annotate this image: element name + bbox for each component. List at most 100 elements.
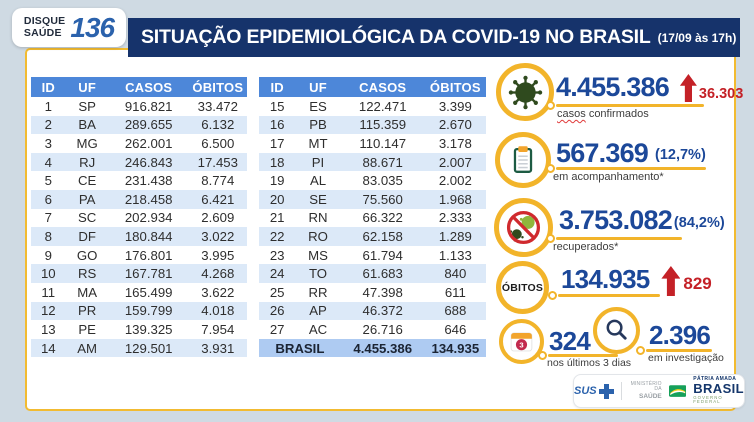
table-cell: GO [76, 247, 98, 263]
table-cell: 9 [44, 247, 52, 263]
table-cell: AC [308, 321, 328, 337]
table-cell: 4.018 [201, 303, 235, 319]
total-label: BRASIL [275, 340, 325, 356]
table-row: 27 AC 26.716 646 [259, 320, 486, 339]
table-cell: RR [308, 284, 328, 300]
table-cell: 47.398 [362, 284, 403, 300]
table-cell: CE [77, 173, 97, 189]
title-timestamp: (17/09 às 17h) [657, 30, 737, 45]
confirmed-delta: 36.303 [698, 86, 744, 102]
recovered-value: 3.753.082 [559, 205, 673, 235]
table-cell: 1.968 [438, 191, 472, 207]
patria-sub: GOVERNO FEDERAL [693, 394, 723, 405]
investigation-value: 2.396 [649, 320, 711, 350]
monitoring-percent: (12,7%) [655, 147, 706, 163]
table-cell: 3.178 [438, 135, 472, 151]
col-id: ID [270, 79, 284, 95]
stat-investigation: 2.396 [649, 320, 711, 350]
underline [636, 346, 712, 354]
table-cell: 2.609 [201, 210, 235, 226]
table-cell: 17 [269, 135, 285, 151]
table-cell: RO [308, 228, 328, 244]
table-row: 17 MT 110.147 3.178 [259, 134, 486, 153]
table-row: 21 RN 66.322 2.333 [259, 208, 486, 228]
table-cell: 218.458 [124, 191, 173, 207]
hotline-number: 136 [70, 11, 115, 43]
table-cell: 19 [269, 173, 285, 189]
table-cell: 33.472 [197, 98, 238, 114]
table-cell: RS [77, 266, 97, 282]
table-cell: 165.499 [124, 284, 173, 300]
table-row: 3 MG 262.001 6.500 [31, 134, 247, 153]
underline [546, 234, 682, 243]
table-cell: 46.372 [362, 303, 403, 319]
table-cell: 3.995 [201, 247, 235, 263]
table-cell: RN [308, 210, 328, 226]
table-row: 9 GO 176.801 3.995 [31, 245, 247, 265]
table-cell: TO [308, 266, 328, 282]
brasil-total-row: BRASIL 4.455.386 134.935 [259, 338, 486, 358]
divider [620, 382, 622, 400]
table-row: 22 RO 62.158 1.289 [259, 227, 486, 246]
no-virus-icon [494, 198, 553, 257]
table-cell: 24 [269, 266, 285, 282]
table-cell: ES [309, 98, 327, 114]
table-header: ID UF CASOS ÓBITOS [259, 77, 486, 97]
table-cell: 1 [44, 98, 52, 114]
table-cell: 18 [269, 154, 285, 170]
col-casos: CASOS [359, 79, 407, 95]
brazil-flag-icon [668, 385, 687, 397]
table-cell: 7 [44, 210, 52, 226]
underline [548, 291, 660, 300]
table-row: 19 AL 83.035 2.002 [259, 171, 486, 190]
col-obitos: ÓBITOS [429, 79, 481, 95]
table-cell: PB [309, 117, 327, 133]
table-cell: PI [311, 154, 325, 170]
table-cell: 16 [269, 117, 285, 133]
table-cell: SC [77, 210, 97, 226]
table-cell: 12 [40, 303, 56, 319]
table-cell: 5 [44, 173, 52, 189]
table-cell: 6.132 [201, 117, 235, 133]
table-cell: 688 [444, 303, 467, 319]
table-cell: MS [308, 247, 328, 263]
stat-last3days: 324 [549, 328, 591, 354]
table-cell: 25 [269, 284, 285, 300]
table-cell: 115.359 [359, 117, 407, 133]
table-cell: 83.035 [362, 173, 403, 189]
deaths-value: 134.935 [561, 264, 650, 294]
col-casos: CASOS [125, 79, 173, 95]
table-cell: SP [78, 98, 96, 114]
last3days-label: nos últimos 3 dias [547, 357, 632, 369]
table-row: 4 RJ 246.843 17.453 [31, 152, 247, 172]
table-row: 14 AM 129.501 3.931 [31, 338, 247, 358]
underline [546, 164, 706, 173]
table-row: 24 TO 61.683 840 [259, 264, 486, 283]
table-cell: 8.774 [201, 173, 235, 189]
stat-monitoring: 567.369 (12,7%) [556, 140, 706, 167]
table-cell: 11 [41, 284, 56, 300]
ministry-line1: MINISTÉRIO DA [630, 380, 662, 393]
table-cell: 176.801 [124, 247, 173, 263]
underline [546, 101, 704, 110]
hotline-line1: DISQUE [23, 15, 66, 28]
table-cell: 202.934 [124, 210, 173, 226]
table-row: 8 DF 180.844 3.022 [31, 227, 247, 246]
table-cell: 10 [40, 266, 56, 282]
table-cell: AL [309, 173, 327, 189]
table-header: ID UF CASOS ÓBITOS [31, 77, 247, 97]
table-row: 11 MA 165.499 3.622 [31, 282, 247, 302]
total-casos: 4.455.386 [353, 340, 413, 356]
table-cell: DF [78, 228, 96, 244]
table-row: 13 PE 139.325 7.954 [31, 320, 247, 339]
table-cell: PE [78, 321, 96, 337]
table-row: 6 PA 218.458 6.421 [31, 189, 247, 209]
states-table-left: ID UF CASOS ÓBITOS 1 SP 916.821 33.472 2 BA 28… [31, 77, 247, 358]
total-obitos: 134.935 [431, 340, 480, 356]
table-cell: PA [78, 191, 96, 207]
col-uf: UF [78, 79, 96, 95]
ministry-line2: SAÚDE [639, 393, 662, 401]
table-cell: SE [309, 191, 327, 207]
table-cell: MT [308, 135, 328, 151]
